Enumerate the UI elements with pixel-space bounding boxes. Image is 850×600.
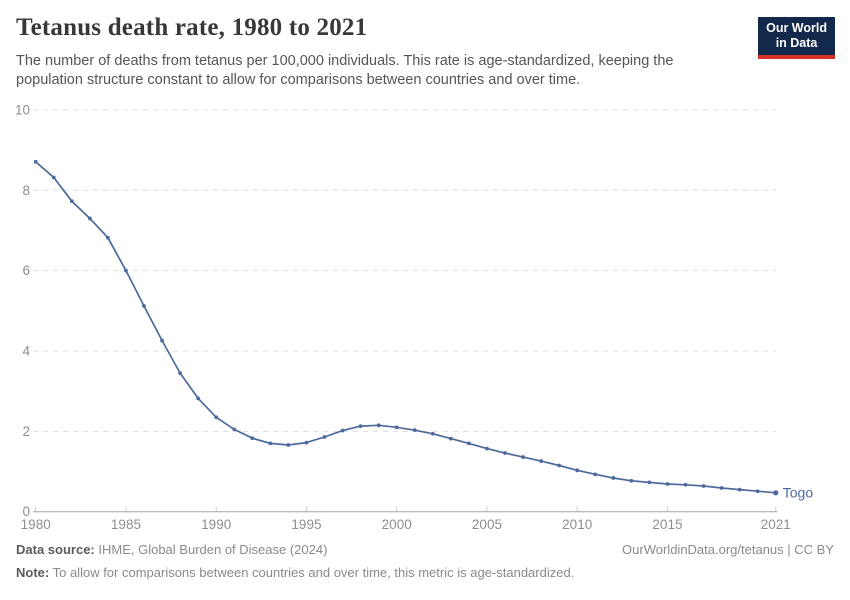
y-axis-label-0: 0 [22,504,30,519]
data-source-line: Data source: IHME, Global Burden of Dise… [16,540,327,560]
data-point-2014[interactable] [647,480,652,485]
note-label: Note: [16,564,50,580]
data-point-1994[interactable] [286,443,291,447]
x-axis-label-1995: 1995 [291,517,321,532]
data-point-1983[interactable] [87,216,92,221]
data-source-value: IHME, Global Burden of Disease (2024) [98,542,328,557]
data-point-2015[interactable] [665,482,670,486]
data-point-1998[interactable] [358,424,363,429]
data-point-2004[interactable] [467,441,471,446]
data-point-1993[interactable] [268,441,273,446]
data-point-1997[interactable] [340,428,345,433]
data-point-2011[interactable] [593,472,598,477]
data-point-2010[interactable] [575,468,580,473]
data-point-2012[interactable] [611,476,616,480]
x-axis-label-2005: 2005 [472,517,502,532]
x-axis-label-2021: 2021 [761,517,791,532]
data-point-1992[interactable] [250,436,255,441]
data-point-1996[interactable] [322,435,327,439]
data-point-2020[interactable] [755,489,760,494]
data-point-1999[interactable] [376,423,381,428]
y-axis-label-10: 10 [15,103,30,118]
data-point-1981[interactable] [51,175,56,180]
end-point-marker [773,490,779,496]
x-axis-label-1980: 1980 [21,517,51,532]
data-point-1988[interactable] [178,371,183,376]
data-point-2017[interactable] [701,484,706,488]
license-link[interactable]: OurWorldinData.org/tetanus | CC BY [622,542,834,557]
note-line: Note: To allow for comparisons between c… [16,563,834,583]
line-chart-svg[interactable]: 0 2 4 6 8 10 1980 1985 1990 1995 2000 2005 2010 2015 2… [0,95,850,540]
data-point-1982[interactable] [69,199,74,204]
data-point-1984[interactable] [106,235,110,240]
x-axis-label-2010: 2010 [562,517,592,532]
data-point-1995[interactable] [304,440,309,445]
data-point-2000[interactable] [394,425,399,430]
line-chart[interactable]: 0 2 4 6 8 10 1980 1985 1990 1995 2000 2005 2010 2015 2… [0,95,850,540]
owid-logo[interactable]: Our World in Data [758,17,835,59]
data-point-1980[interactable] [33,159,38,164]
data-point-2009[interactable] [557,463,562,468]
data-point-1986[interactable] [142,304,146,308]
data-point-2018[interactable] [719,486,724,490]
data-point-1989[interactable] [196,396,201,401]
data-point-2002[interactable] [430,431,435,436]
note-value: To allow for comparisons between countri… [52,564,575,580]
x-axis-label-1985: 1985 [111,517,141,532]
y-axis-label-8: 8 [22,183,30,198]
owid-logo-line2: in Data [775,36,818,51]
page-title: Tetanus death rate, 1980 to 2021 [16,14,368,41]
data-point-1985[interactable] [124,268,128,273]
data-point-1987[interactable] [160,338,164,343]
data-source-label: Data source: [16,542,95,557]
data-point-2016[interactable] [683,482,688,487]
data-point-2006[interactable] [503,451,507,455]
y-axis-label-6: 6 [22,263,30,278]
data-point-1991[interactable] [232,427,237,432]
data-point-2013[interactable] [629,478,634,483]
data-point-2001[interactable] [412,428,417,433]
line-series-togo[interactable] [34,160,777,494]
data-point-2008[interactable] [539,459,543,463]
chart-footer: Data source: IHME, Global Burden of Dise… [16,540,834,582]
chart-subtitle: The number of deaths from tetanus per 10… [16,53,674,88]
owid-logo-line1: Our World [766,21,827,35]
data-point-2019[interactable] [737,487,742,492]
series-label-togo[interactable]: Togo [783,484,814,500]
data-point-2003[interactable] [448,436,453,441]
x-axis-label-2000: 2000 [382,517,412,532]
data-point-1990[interactable] [214,415,219,420]
x-axis-label-2015: 2015 [652,517,682,532]
x-axis-label-1990: 1990 [201,517,231,532]
y-axis-label-2: 2 [22,424,30,439]
y-axis-label-4: 4 [22,344,30,359]
data-point-2005[interactable] [485,446,489,451]
data-point-2007[interactable] [521,455,525,459]
